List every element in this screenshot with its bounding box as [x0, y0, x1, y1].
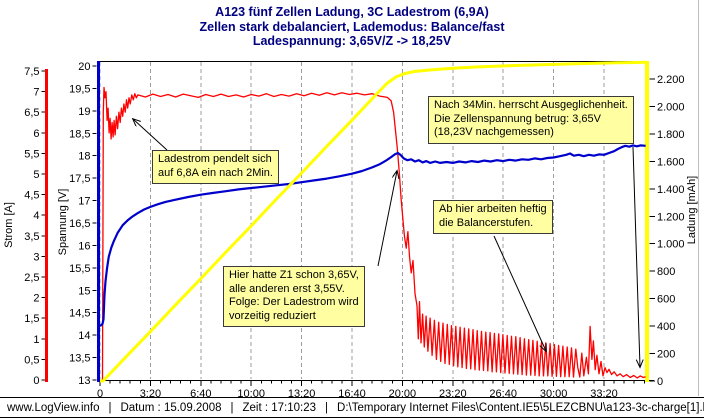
strom-tick-label: 1 [33, 334, 39, 346]
ladung-tick-label: 1.200 [657, 211, 685, 223]
chart-title-line2: Zellen stark debalanciert, Lademodus: Ba… [199, 19, 505, 34]
spannung-tick-label: 16 [78, 240, 90, 252]
statusbar-filepath: D:\Temporary Internet Files\Content.IE5\… [337, 401, 704, 414]
statusbar-date: Datum : 15.09.2008 [120, 401, 222, 414]
spannung-tick-label: 14,5 [69, 308, 90, 320]
strom-axis-title: Strom [A] [3, 202, 15, 248]
annotation-arrow-2 [377, 171, 397, 267]
spannung-tick-label: 13,5 [69, 353, 90, 365]
plot-borders [98, 61, 654, 381]
ladung-tick-label: 1.000 [657, 239, 685, 251]
statusbar-separator: | [230, 401, 234, 414]
ladung-tick-label: 2.000 [657, 101, 685, 113]
annotation-arrow-1 [133, 119, 168, 151]
x-tick-label: 3:20 [140, 388, 161, 397]
annotation-ladestrom: Ladestrom pendelt sich auf 6,8A ein nach… [152, 150, 279, 184]
x-tick-label: 16:40 [338, 388, 366, 397]
x-tick-label: 13:20 [288, 388, 316, 397]
chart-plot-area: 0 3:20 6:40 10:00 13:20 16:40 20:00 23:20 26:40 3… [3, 60, 698, 397]
statusbar-site: www.LogView.info [7, 401, 100, 414]
spannung-tick-label: 18 [78, 151, 90, 163]
status-bar: www.LogView.info | Datum : 15.09.2008 | … [0, 397, 704, 418]
spannung-tick-label: 14 [78, 330, 90, 342]
spannung-axis: 20 19,5 19 18,5 18 17,5 17 16,5 16 15,5 15 14,5 14 13… [69, 61, 100, 387]
ladung-tick-label: 600 [657, 294, 675, 306]
spannung-tick-label: 15 [78, 285, 90, 297]
ladung-tick-label: 400 [657, 321, 675, 333]
strom-tick-label: 3 [33, 251, 39, 263]
strom-axis: 7,5 7 6,5 6 5,5 5 4,5 4 3,5 3 2,5 2 1,5 1 0,5 0 [24, 66, 48, 387]
spannung-tick-label: 13 [78, 375, 90, 387]
x-tick-label: 0 [97, 388, 103, 397]
annotation-balancer: Ab hier arbeiten heftig die Balancerstuf… [433, 200, 553, 234]
spannung-axis-title: Spannung [V] [57, 189, 69, 256]
x-tick-label: 33:20 [590, 388, 618, 397]
strom-tick-label: 5 [33, 169, 39, 181]
chart-title-line1: A123 fünf Zellen Ladung, 3C Ladestrom (6… [215, 5, 489, 19]
statusbar-time: Zeit : 17:10:23 [242, 401, 317, 414]
x-tick-label: 26:40 [489, 388, 517, 397]
x-tick-label: 10:00 [237, 388, 265, 397]
strom-tick-label: 1,5 [24, 313, 39, 325]
strom-tick-label: 4,5 [24, 190, 39, 202]
spannung-tick-label: 16,5 [69, 218, 90, 230]
statusbar-separator: | [325, 401, 329, 414]
spannung-tick-label: 15,5 [69, 263, 90, 275]
spannung-tick-label: 19 [78, 106, 90, 118]
ladung-axis: 2.200 2.000 1.800 1.600 1.400 1.200 1.000 800 60… [645, 61, 685, 388]
statusbar-separator: | [108, 401, 112, 414]
ladung-tick-label: 2.200 [657, 74, 685, 86]
spannung-tick-label: 17,5 [69, 173, 90, 185]
ladung-tick-label: 1.600 [657, 156, 685, 168]
strom-tick-label: 2 [33, 293, 39, 305]
chart-title-line3: Ladespannung: 3,65V/Z -> 18,25V [252, 34, 452, 48]
annotation-z1-voltage: Hier hatte Z1 schon 3,65V, alle anderen … [223, 266, 365, 327]
x-tick-label: 23:20 [439, 388, 467, 397]
annotation-arrow-4 [632, 146, 640, 367]
x-tick-label: 6:40 [190, 388, 211, 397]
ladung-tick-label: 1.800 [657, 129, 685, 141]
window-right-edge [698, 0, 699, 396]
x-tick-label: 30:00 [540, 388, 568, 397]
spannung-curve [99, 144, 646, 328]
spannung-tick-label: 17 [78, 196, 90, 208]
spannung-tick-label: 18,5 [69, 128, 90, 140]
strom-tick-label: 7 [33, 87, 39, 99]
ladung-tick-label: 0 [657, 376, 663, 388]
strom-tick-label: 0 [33, 375, 39, 387]
chart-title-block: A123 fünf Zellen Ladung, 3C Ladestrom (6… [0, 5, 704, 49]
spannung-tick-label: 20 [78, 61, 90, 73]
ladung-axis-title: Ladung [mAh] [686, 176, 698, 245]
strom-tick-label: 4 [33, 210, 39, 222]
strom-tick-label: 7,5 [24, 66, 39, 78]
strom-tick-label: 5,5 [24, 148, 39, 160]
strom-tick-label: 6 [33, 128, 39, 140]
ladung-tick-label: 800 [657, 266, 675, 278]
spannung-tick-label: 19,5 [69, 83, 90, 95]
x-tick-label: 20:00 [389, 388, 417, 397]
strom-tick-label: 3,5 [24, 231, 39, 243]
ladung-tick-label: 1.400 [657, 184, 685, 196]
strom-tick-label: 6,5 [24, 107, 39, 119]
annotation-arrow-3 [493, 235, 546, 351]
ladung-tick-label: 200 [657, 349, 675, 361]
strom-curve [100, 86, 646, 381]
annotation-ausgeglichenheit: Nach 34Min. herrscht Ausgeglichenheit. D… [428, 96, 634, 144]
x-axis: 0 3:20 6:40 10:00 13:20 16:40 20:00 23:20 26:40 3… [97, 381, 645, 397]
ladung-curve [100, 60, 646, 383]
strom-tick-label: 2,5 [24, 272, 39, 284]
strom-tick-label: 0,5 [24, 354, 39, 366]
